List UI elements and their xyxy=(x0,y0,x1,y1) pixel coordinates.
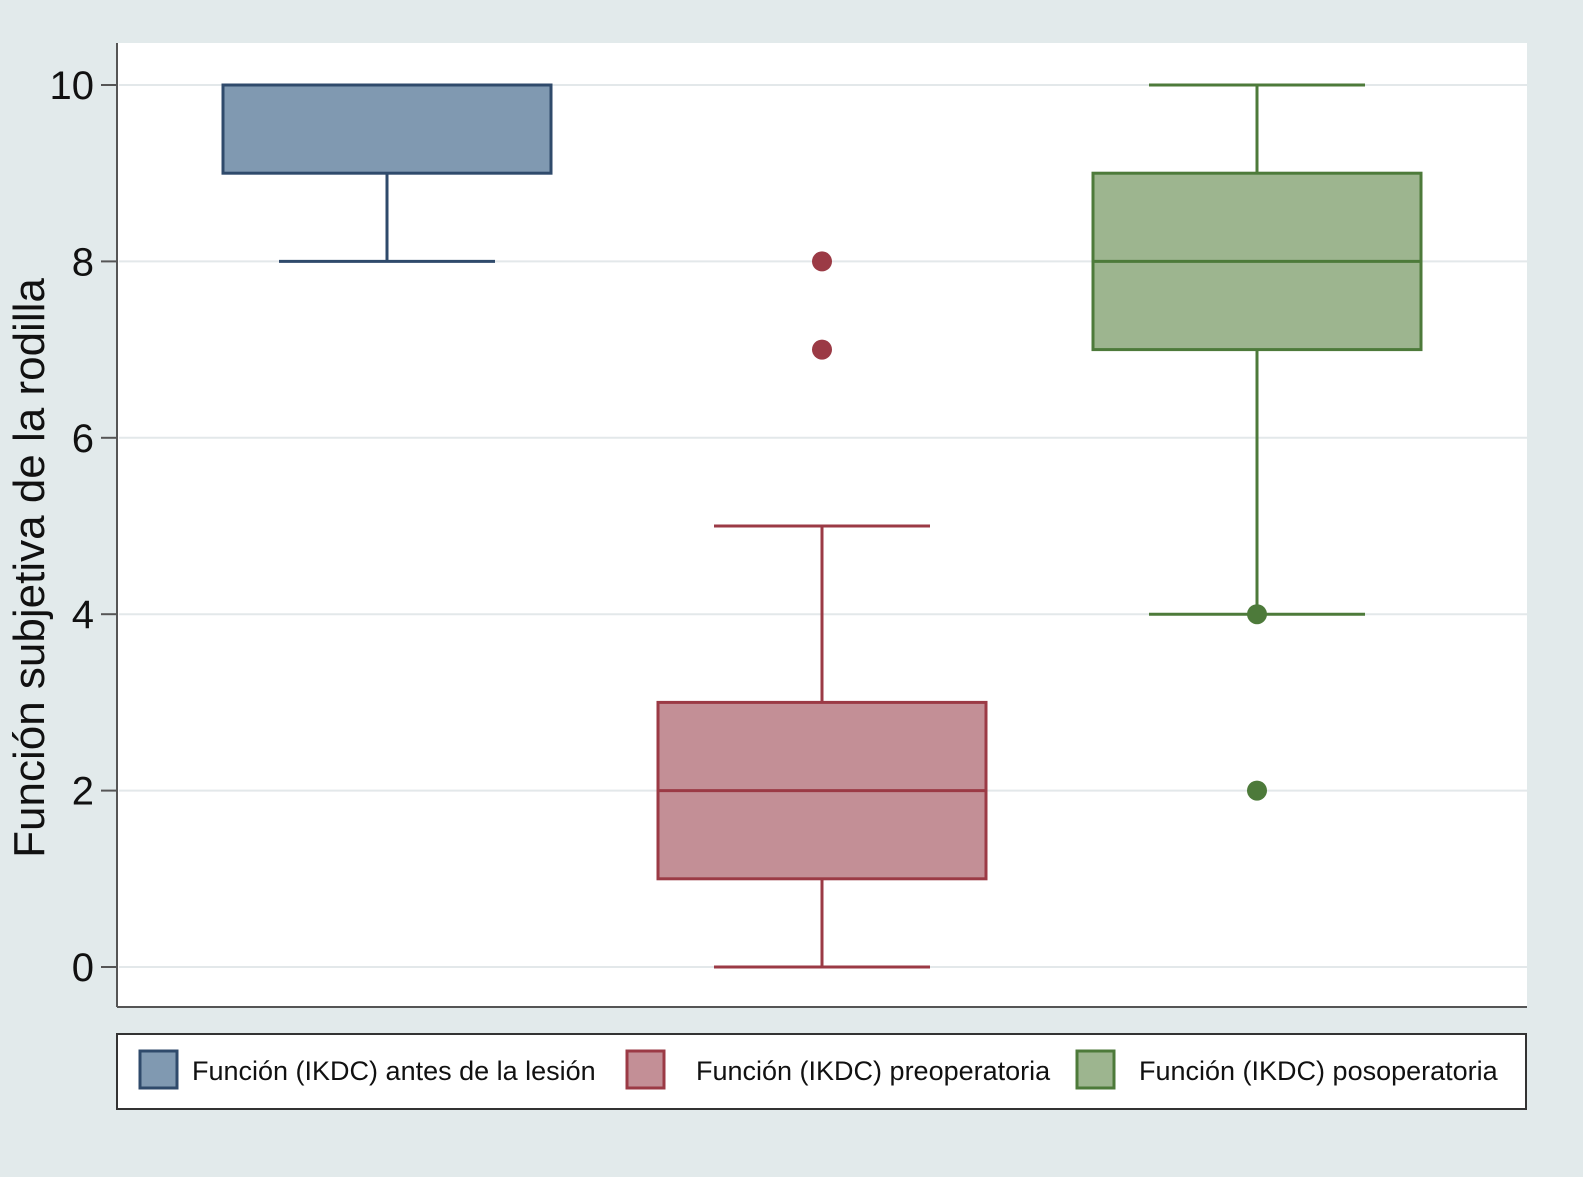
y-tick-label: 2 xyxy=(72,770,94,814)
y-ticks: 0 2 4 6 8 10 xyxy=(50,64,117,990)
boxes xyxy=(221,83,1423,969)
legend-swatch xyxy=(138,1049,179,1090)
box-group xyxy=(221,83,553,263)
legend: Función (IKDC) antes de la lesión Función… xyxy=(116,1033,1527,1110)
legend-frame xyxy=(116,1033,1527,1110)
y-tick-label: 8 xyxy=(72,240,94,284)
legend-swatch xyxy=(1075,1049,1116,1090)
legend-label: Función (IKDC) preoperatoria xyxy=(696,1056,1051,1086)
legend-swatch xyxy=(625,1049,666,1090)
outlier-point xyxy=(1247,780,1267,801)
y-tick-label: 6 xyxy=(72,417,94,461)
outlier-point xyxy=(812,251,832,272)
outlier-point xyxy=(1247,604,1267,625)
y-tick-label: 0 xyxy=(72,946,94,990)
box-group xyxy=(1091,83,1423,801)
y-axis-title: Función subjetiva de la rodilla xyxy=(5,278,54,858)
outlier-point xyxy=(812,339,832,360)
y-tick-label: 10 xyxy=(50,64,95,108)
box xyxy=(221,83,553,175)
box-group xyxy=(656,251,988,969)
legend-label: Función (IKDC) posoperatoria xyxy=(1139,1056,1499,1086)
y-tick-label: 4 xyxy=(72,593,94,637)
legend-label: Función (IKDC) antes de la lesión xyxy=(192,1056,596,1086)
